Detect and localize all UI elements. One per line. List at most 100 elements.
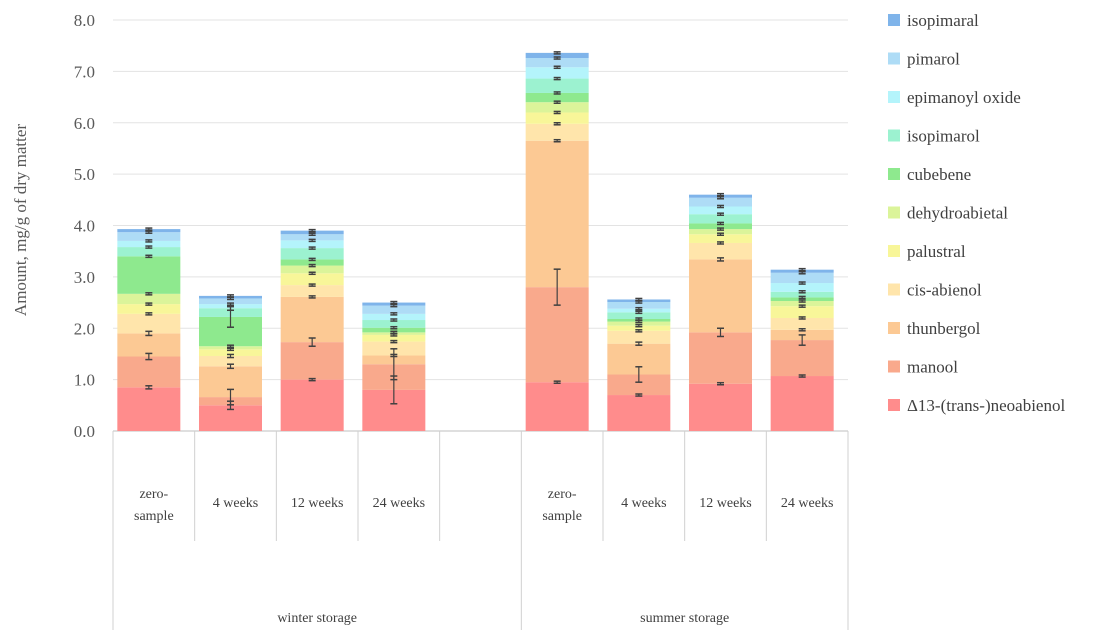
bar-segment (689, 214, 752, 224)
bar-segment (117, 232, 181, 241)
bar-segment (689, 259, 752, 333)
error-bar (308, 263, 316, 268)
error-bar (717, 227, 724, 231)
error-bar (308, 271, 316, 276)
error-bar (390, 300, 398, 305)
legend-label: isopimaral (907, 11, 979, 30)
error-bar (553, 56, 561, 60)
error-bar (717, 195, 724, 200)
legend-swatch (888, 168, 900, 180)
bar-segment (770, 317, 834, 330)
bar-segment (607, 321, 671, 326)
y-tick-label: 8.0 (74, 11, 95, 30)
error-bar (798, 267, 806, 272)
bar-segment (689, 197, 752, 207)
y-tick-label: 0.0 (74, 422, 95, 441)
error-bar (635, 341, 643, 346)
legend-swatch (888, 91, 900, 103)
bar-segment (280, 273, 344, 286)
x-tick-label: zero- (139, 487, 168, 502)
bar-segment (280, 379, 344, 431)
error-bar (390, 312, 398, 316)
bar-segment (117, 387, 181, 431)
bar-segment (607, 302, 671, 309)
error-bar (145, 312, 153, 316)
error-bar (798, 270, 806, 275)
x-tick-label: 4 weeks (621, 496, 667, 511)
error-bar (798, 299, 806, 303)
error-bar (553, 51, 561, 55)
error-bar (308, 283, 316, 287)
error-bar (145, 352, 153, 361)
x-tick-label: 12 weeks (699, 496, 752, 511)
error-bar (635, 323, 643, 328)
error-bar (798, 374, 806, 378)
error-bar (227, 353, 234, 359)
legend-swatch (888, 283, 900, 296)
error-bar (308, 337, 316, 347)
error-bar (145, 302, 153, 306)
y-tick-label: 3.0 (74, 268, 95, 287)
error-bar (635, 366, 643, 383)
error-bar (227, 388, 234, 406)
error-bar (635, 329, 643, 333)
y-axis: 0.0 1.0 2.0 3.0 4.0 5.0 6.0 7.0 8.0 (74, 11, 95, 441)
error-bar (227, 305, 234, 312)
bar-segment (607, 312, 671, 320)
bar-segment (689, 206, 752, 215)
error-bar (390, 339, 398, 344)
bar-segment (607, 395, 671, 431)
group-label: winter storage (277, 611, 357, 626)
bar-segment (117, 304, 181, 314)
error-bar (308, 238, 316, 243)
bar-segment (280, 259, 344, 266)
legend: isopimaral pimarol epimanoyl oxide isopimar… (888, 11, 1065, 415)
error-bar (145, 245, 153, 249)
error-bar (390, 330, 398, 335)
legend-item: Δ13-(trans-)neoabienol (888, 396, 1065, 415)
bar-segment (770, 306, 834, 318)
bar-segment (689, 229, 752, 235)
y-tick-label: 7.0 (74, 62, 95, 81)
bar-segment (117, 356, 181, 388)
bar-segment (689, 383, 752, 431)
legend-item: isopimaral (888, 11, 979, 30)
error-bar (390, 318, 398, 322)
error-bar (553, 91, 561, 95)
error-bar (717, 241, 724, 245)
error-bar (635, 393, 643, 397)
bar-segment (525, 102, 589, 113)
error-bar (553, 76, 561, 81)
x-tick-label: sample (134, 509, 174, 524)
error-bar (145, 230, 153, 234)
legend-swatch (888, 360, 900, 373)
legend-item: cubebene (888, 165, 971, 184)
error-bar (553, 65, 561, 70)
legend-label: pimarol (907, 50, 960, 69)
legend-item: epimanoyl oxide (888, 88, 1021, 107)
bar-segment (525, 52, 589, 59)
error-bar (308, 295, 316, 299)
error-bar (308, 257, 316, 262)
error-bar (227, 347, 234, 352)
error-bar (145, 292, 153, 296)
bar-segment (280, 240, 344, 249)
legend-item: cis-abienol (888, 281, 982, 300)
bar-segment (362, 313, 426, 321)
error-bar (798, 304, 806, 308)
bar-segment (280, 234, 344, 241)
error-bar (635, 306, 643, 311)
x-axis: zero-sample 4 weeks 12 weeks 24 weeks winter… (112, 431, 849, 630)
bar-segment (280, 230, 344, 235)
legend-item: thunbergol (888, 319, 981, 338)
error-bar (717, 192, 724, 197)
bar-segment (362, 320, 426, 328)
bars (117, 52, 834, 431)
legend-label: epimanoyl oxide (907, 88, 1021, 107)
x-tick-label: sample (542, 509, 582, 524)
bar-segment (362, 305, 426, 314)
bar-segment (525, 78, 589, 93)
legend-item: dehydroabietal (888, 204, 1008, 223)
error-bar (145, 254, 153, 259)
y-tick-label: 4.0 (74, 217, 95, 236)
